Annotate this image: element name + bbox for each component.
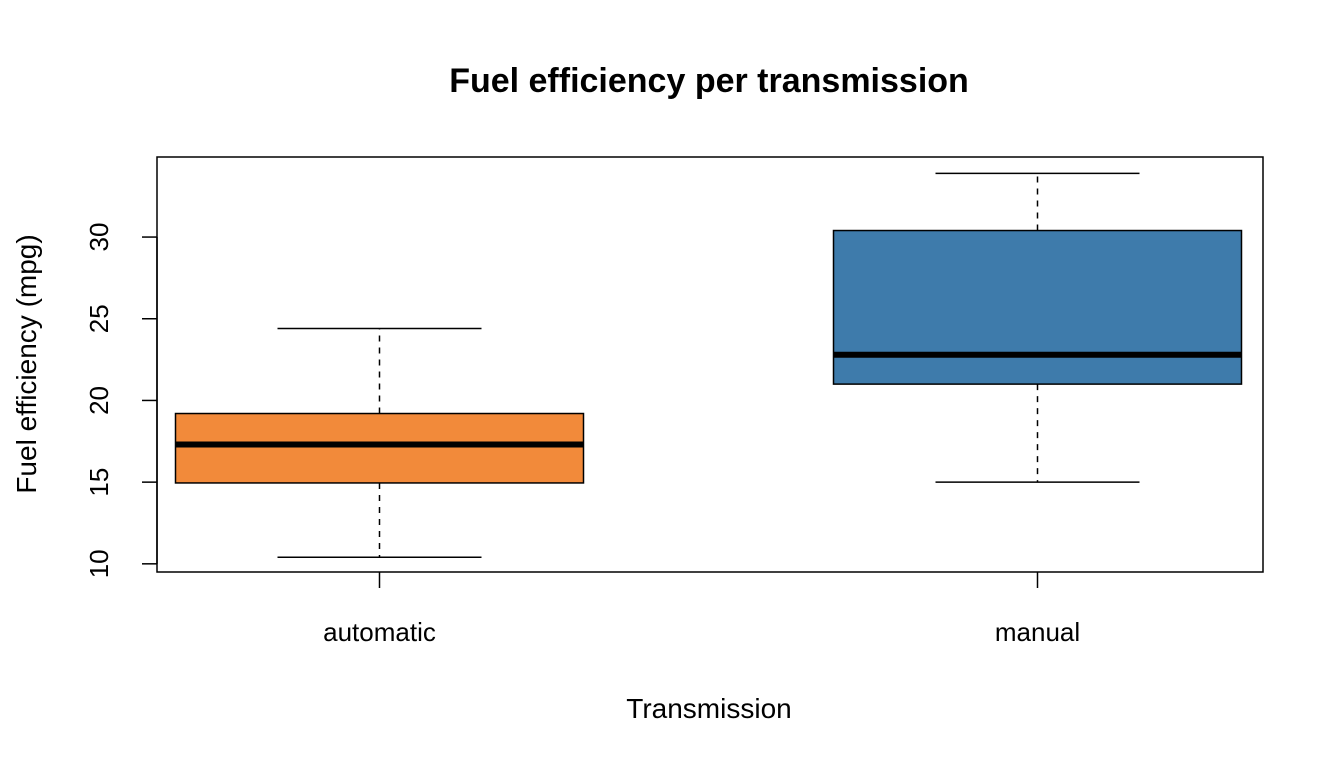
x-tick-label: automatic xyxy=(323,617,436,647)
chart-title: Fuel efficiency per transmission xyxy=(449,62,969,100)
y-tick-label: 30 xyxy=(84,223,114,252)
y-axis-label: Fuel efficiency (mpg) xyxy=(11,234,42,493)
x-tick-label: manual xyxy=(995,617,1080,647)
y-tick-label: 25 xyxy=(84,304,114,333)
iqr-box xyxy=(174,412,585,484)
y-tick-label: 15 xyxy=(84,468,114,497)
y-tick-label: 10 xyxy=(84,549,114,578)
box-automatic xyxy=(174,327,585,559)
box-series xyxy=(174,172,1243,559)
y-tick-label: 20 xyxy=(84,386,114,415)
x-axis: automatic manual xyxy=(323,572,1080,647)
y-axis: 10 15 20 25 30 xyxy=(84,223,158,578)
box-manual xyxy=(832,172,1243,483)
iqr-box xyxy=(832,229,1243,385)
x-axis-label: Transmission xyxy=(626,693,791,724)
